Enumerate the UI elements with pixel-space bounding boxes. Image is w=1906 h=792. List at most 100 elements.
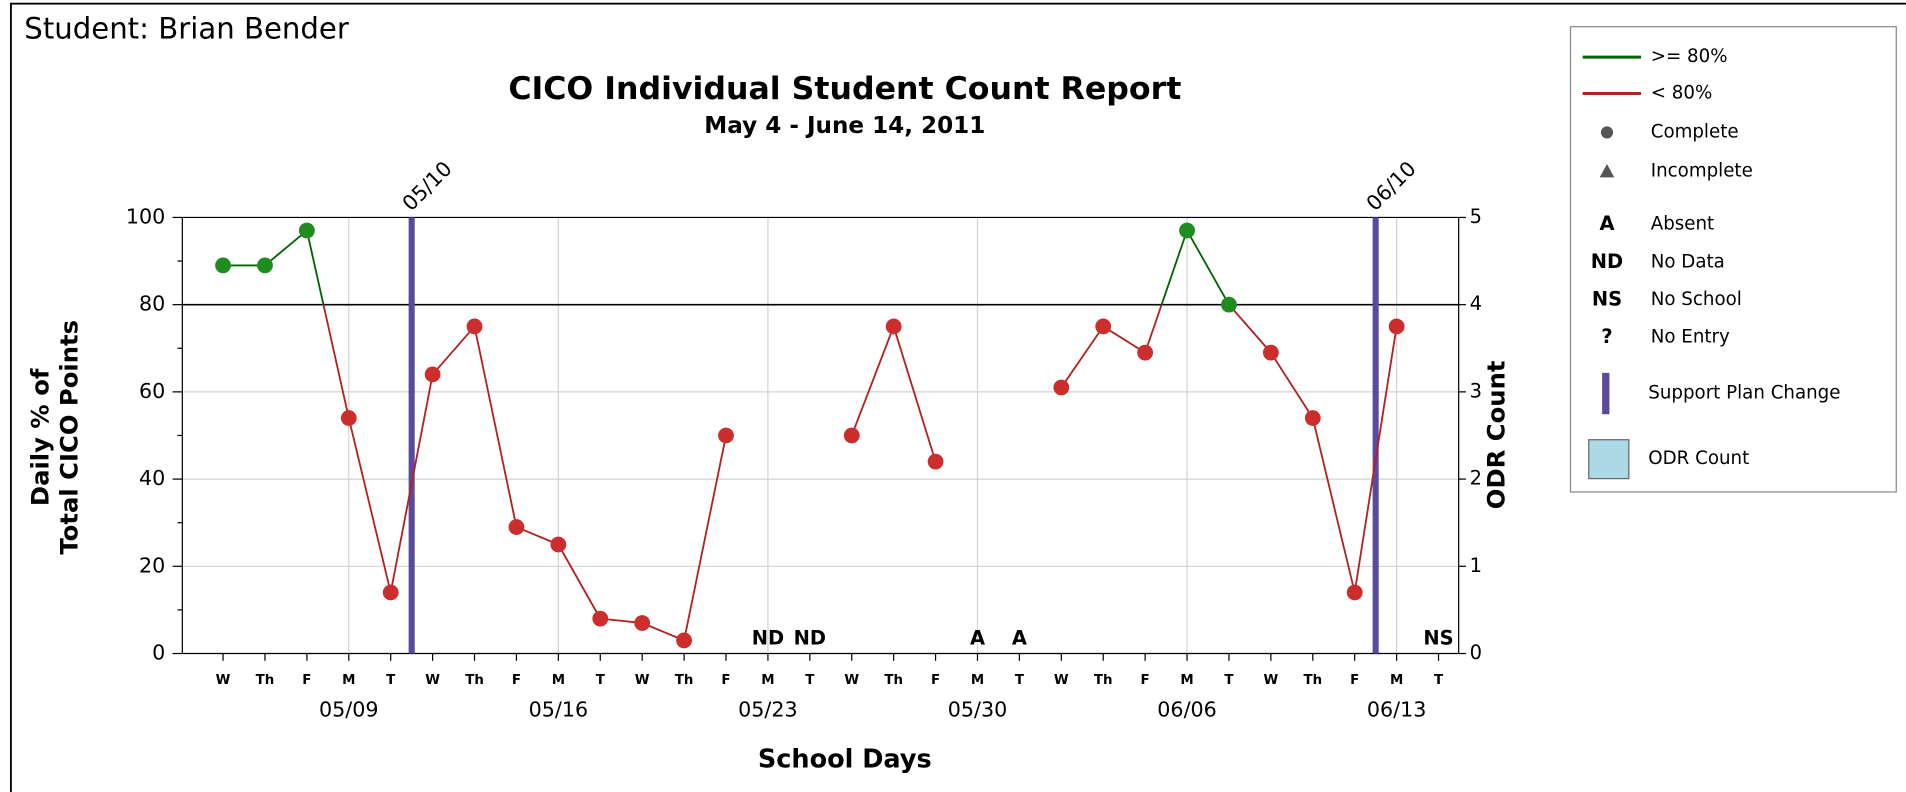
chart-subtitle: May 4 - June 14, 2011 [704,113,985,139]
x-tick-label: W [425,673,440,688]
week-label: 05/09 [319,698,379,722]
series-line [347,417,392,593]
legend-box-swatch [1588,439,1630,480]
series-line [473,326,518,528]
series-line [557,544,602,620]
week-label: 05/30 [948,698,1008,722]
x-tick-label: M [1390,673,1403,688]
x-tick-label: T [386,673,396,688]
x-tick-label: F [721,673,730,688]
data-point [927,453,944,470]
legend-symbol: NS [1592,288,1622,311]
legend-label: Support Plan Change [1648,383,1840,404]
series-line [1186,230,1230,306]
series-line [322,304,350,419]
legend-box [1569,26,1897,493]
series-line [1160,230,1188,305]
legend-label: < 80% [1651,83,1713,104]
series-line [264,229,308,267]
y-tick-label: 100 [126,204,165,228]
legend-symbol: ND [1591,250,1623,273]
x-tick-label: F [302,673,311,688]
y2-axis-label: ODR Count [1482,360,1511,509]
data-point [885,318,902,335]
x-tick-label: W [635,673,650,688]
frame [10,2,1906,792]
legend-label: No Entry [1651,327,1730,348]
data-point [1053,379,1070,396]
y-tick-label: 0 [152,641,165,665]
legend-label: Complete [1651,121,1739,142]
data-point [424,366,441,383]
x-tick-label: W [216,673,231,688]
x-tick-label: Th [256,673,275,688]
x-tick-label: T [1015,673,1025,688]
data-point [1137,344,1154,361]
legend-symbol: ? [1601,325,1612,348]
week-label: 06/13 [1367,698,1427,722]
data-point [592,610,609,627]
legend-label: Incomplete [1651,160,1753,181]
legend-label: >= 80% [1651,46,1728,67]
data-point [508,519,525,535]
plan-change-label: 05/10 [398,156,457,215]
data-point [1304,410,1321,426]
legend-label: No Data [1651,251,1725,272]
x-tick-label: W [1263,673,1278,688]
series-line [1228,304,1272,354]
legend-symbol: A [1599,212,1614,235]
x-tick-label: T [1434,673,1444,688]
x-tick-label: M [342,673,355,688]
week-label: 05/23 [738,698,798,722]
status-label: A [1012,626,1027,649]
legend-label: ODR Count [1648,448,1749,469]
student-name: Student: Brian Bender [24,11,349,45]
x-tick-label: F [512,673,521,688]
series-line [850,326,895,436]
y-axis-label: Daily % of [25,368,54,506]
week-label: 06/06 [1157,698,1217,722]
series-line [683,435,727,641]
plan-change-label: 06/10 [1362,156,1421,215]
status-label: A [970,626,985,649]
data-point [298,222,315,239]
series-line [1353,326,1398,593]
legend-label: No School [1651,289,1742,310]
data-point [843,427,860,444]
data-point [718,427,734,444]
week-label: 05/16 [529,698,589,722]
legend-triangle [1599,163,1615,178]
series-line [1270,352,1314,419]
y2-tick-label: 0 [1470,641,1482,664]
x-tick-label: M [761,673,774,688]
y2-tick-label: 5 [1470,205,1482,228]
x-tick-label: Th [1303,673,1322,688]
y-tick-label: 20 [139,553,165,577]
x-tick-label: M [1180,673,1193,688]
status-label: ND [794,626,826,649]
data-point [634,615,651,631]
data-point [1179,222,1195,239]
series-line [1102,325,1146,354]
x-tick-label: Th [884,673,903,688]
status-label: NS [1423,626,1453,649]
data-point [257,257,273,274]
series-line [1144,304,1163,353]
y2-tick-label: 3 [1470,379,1482,402]
data-point [1388,318,1405,335]
x-axis-label: School Days [758,744,932,774]
x-tick-label: Th [675,673,694,688]
data-point [466,318,483,335]
series-line [1311,417,1356,593]
data-point [382,584,399,601]
series-line [892,326,937,462]
status-label: ND [752,626,784,649]
x-tick-label: F [931,673,940,688]
x-tick-label: W [1054,673,1069,688]
legend-circle [1600,126,1614,139]
y-tick-label: 60 [139,379,165,403]
data-point [550,536,567,553]
y-axis-label: Total CICO Points [54,320,83,555]
data-point [1095,318,1112,335]
series-line [1060,325,1104,389]
